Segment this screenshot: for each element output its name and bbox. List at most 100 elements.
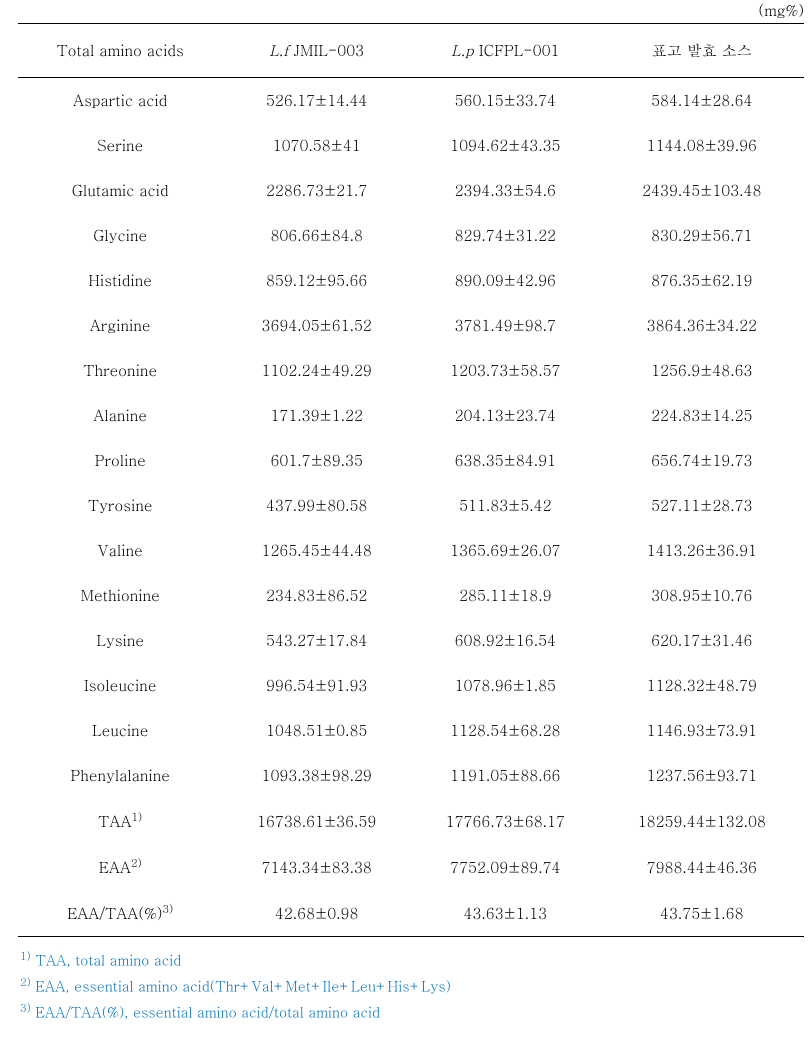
cell-lp: 17766.73±68.17 (411, 798, 600, 844)
cell-source: 224.83±14.25 (600, 393, 804, 438)
summary-name-text: EAA/TAA(%) (67, 903, 162, 924)
table-row: Tyrosine437.99±80.58511.83±5.42527.11±28… (18, 483, 804, 528)
cell-name: Phenylalanine (18, 753, 222, 798)
cell-name: Tyrosine (18, 483, 222, 528)
amino-acid-table: Total amino acids L.f JMIL-003 L.p ICFPL… (18, 23, 804, 937)
cell-lp: 1128.54±68.28 (411, 708, 600, 753)
footnote-3-text: EAA/TAA(%), essential amino acid/total a… (31, 1001, 380, 1021)
cell-lf: 1070.58±41 (222, 123, 411, 168)
cell-name: Leucine (18, 708, 222, 753)
cell-name: Glycine (18, 213, 222, 258)
cell-source: 1144.08±39.96 (600, 123, 804, 168)
cell-lp: 1203.73±58.57 (411, 348, 600, 393)
cell-source: 876.35±62.19 (600, 258, 804, 303)
cell-name: Isoleucine (18, 663, 222, 708)
table-header-row: Total amino acids L.f JMIL-003 L.p ICFPL… (18, 24, 804, 78)
table-body: Aspartic acid526.17±14.44560.15±33.74584… (18, 78, 804, 937)
table-row: Lysine543.27±17.84608.92±16.54620.17±31.… (18, 618, 804, 663)
page-container: (mg%) Total amino acids L.f JMIL-003 L.p… (0, 0, 812, 1045)
cell-source: 1413.26±36.91 (600, 528, 804, 573)
table-row: Valine1265.45±44.481365.69±26.071413.26±… (18, 528, 804, 573)
cell-lp: 2394.33±54.6 (411, 168, 600, 213)
cell-lp: 638.35±84.91 (411, 438, 600, 483)
cell-lf: 543.27±17.84 (222, 618, 411, 663)
footnote-3-sup: 3) (20, 1001, 31, 1016)
cell-source: 584.14±28.64 (600, 78, 804, 124)
cell-lf: 7143.34±83.38 (222, 844, 411, 890)
table-row: Serine1070.58±411094.62±43.351144.08±39.… (18, 123, 804, 168)
cell-lp: 560.15±33.74 (411, 78, 600, 124)
cell-source: 7988.44±46.36 (600, 844, 804, 890)
cell-source: 1256.9±48.63 (600, 348, 804, 393)
cell-lp: 829.74±31.22 (411, 213, 600, 258)
cell-name: EAA2) (18, 844, 222, 890)
table-summary-row: EAA2)7143.34±83.387752.09±89.747988.44±4… (18, 844, 804, 890)
footnote-1-sup: 1) (20, 949, 31, 964)
summary-name-text: TAA (98, 811, 131, 832)
cell-source: 3864.36±34.22 (600, 303, 804, 348)
cell-source: 2439.45±103.48 (600, 168, 804, 213)
table-row: Glycine806.66±84.8829.74±31.22830.29±56.… (18, 213, 804, 258)
cell-lp: 1191.05±88.66 (411, 753, 600, 798)
cell-source: 1128.32±48.79 (600, 663, 804, 708)
table-row: Threonine1102.24±49.291203.73±58.571256.… (18, 348, 804, 393)
cell-name: Histidine (18, 258, 222, 303)
cell-lf: 859.12±95.66 (222, 258, 411, 303)
cell-lp: 511.83±5.42 (411, 483, 600, 528)
cell-name: Lysine (18, 618, 222, 663)
table-row: Alanine171.39±1.22204.13±23.74224.83±14.… (18, 393, 804, 438)
cell-lp: 285.11±18.9 (411, 573, 600, 618)
col-header-lp-italic: L.p (451, 40, 474, 61)
cell-lp: 890.09±42.96 (411, 258, 600, 303)
col-header-source: 표고 발효 소스 (600, 24, 804, 78)
col-header-lf-rest: JMIL-003 (289, 40, 364, 61)
table-summary-row: EAA/TAA(%)3) 42.68±0.9843.63±1.1343.75±1.… (18, 890, 804, 937)
cell-lp: 204.13±23.74 (411, 393, 600, 438)
summary-name-sup: 1) (132, 810, 143, 825)
cell-source: 1237.56±93.71 (600, 753, 804, 798)
footnote-1: 1) TAA, total amino acid (20, 947, 804, 973)
cell-lf: 437.99±80.58 (222, 483, 411, 528)
cell-lp: 608.92±16.54 (411, 618, 600, 663)
table-row: Methionine234.83±86.52285.11±18.9308.95±… (18, 573, 804, 618)
cell-lf: 42.68±0.98 (222, 890, 411, 937)
table-row: Glutamic acid2286.73±21.72394.33±54.6243… (18, 168, 804, 213)
cell-lf: 996.54±91.93 (222, 663, 411, 708)
summary-name-sup: 3) (162, 902, 173, 917)
table-row: Isoleucine996.54±91.931078.96±1.851128.3… (18, 663, 804, 708)
cell-lf: 234.83±86.52 (222, 573, 411, 618)
cell-lf: 1265.45±44.48 (222, 528, 411, 573)
cell-name: Aspartic acid (18, 78, 222, 124)
cell-name: Proline (18, 438, 222, 483)
cell-lp: 1078.96±1.85 (411, 663, 600, 708)
col-header-lp: L.p ICFPL-001 (411, 24, 600, 78)
cell-lf: 171.39±1.22 (222, 393, 411, 438)
cell-source: 620.17±31.46 (600, 618, 804, 663)
cell-lp: 1094.62±43.35 (411, 123, 600, 168)
cell-source: 527.11±28.73 (600, 483, 804, 528)
table-row: Aspartic acid526.17±14.44560.15±33.74584… (18, 78, 804, 124)
cell-lf: 1093.38±98.29 (222, 753, 411, 798)
cell-lp: 7752.09±89.74 (411, 844, 600, 890)
cell-lf: 16738.61±36.59 (222, 798, 411, 844)
cell-name: Threonine (18, 348, 222, 393)
col-header-lf-italic: L.f (269, 40, 288, 61)
cell-lf: 526.17±14.44 (222, 78, 411, 124)
col-header-lp-rest: ICFPL-001 (474, 40, 560, 61)
cell-name: Serine (18, 123, 222, 168)
col-header-name: Total amino acids (18, 24, 222, 78)
cell-source: 18259.44±132.08 (600, 798, 804, 844)
cell-lf: 3694.05±61.52 (222, 303, 411, 348)
footnote-2-sup: 2) (20, 975, 31, 990)
cell-lp: 43.63±1.13 (411, 890, 600, 937)
cell-source: 43.75±1.68 (600, 890, 804, 937)
cell-lf: 1102.24±49.29 (222, 348, 411, 393)
cell-name: Arginine (18, 303, 222, 348)
cell-lf: 1048.51±0.85 (222, 708, 411, 753)
cell-source: 308.95±10.76 (600, 573, 804, 618)
cell-lp: 1365.69±26.07 (411, 528, 600, 573)
unit-label: (mg%) (18, 0, 804, 21)
cell-lf: 806.66±84.8 (222, 213, 411, 258)
table-row: Proline601.7±89.35638.35±84.91656.74±19.… (18, 438, 804, 483)
footnote-1-text: TAA, total amino acid (31, 950, 182, 970)
